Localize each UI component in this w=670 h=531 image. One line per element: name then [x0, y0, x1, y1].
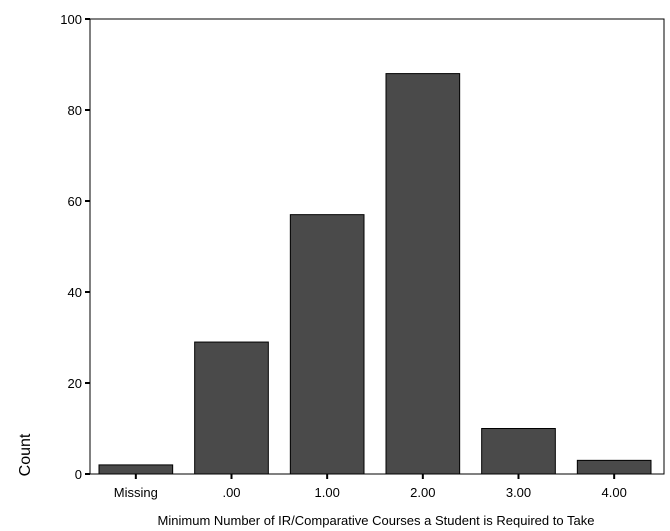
x-tick-label: 3.00	[506, 485, 531, 500]
bar-300	[481, 428, 556, 475]
bar-Missing	[98, 464, 174, 475]
bar-200	[385, 73, 461, 475]
y-tick-label: 40	[68, 285, 82, 300]
y-tick-label: 0	[75, 467, 82, 482]
x-axis-label: Minimum Number of IR/Comparative Courses…	[158, 513, 595, 528]
y-axis-ticks: 0 20 40 60 80 100	[60, 12, 90, 482]
bar-00	[194, 341, 269, 475]
x-axis-ticks: Missing .00 1.00 2.00 3.00 4.00	[114, 474, 627, 500]
x-tick-label: Missing	[114, 485, 158, 500]
plot-frame	[89, 18, 665, 475]
y-tick-label: 60	[68, 194, 82, 209]
plot-area	[89, 18, 665, 475]
y-tick-label: 100	[60, 12, 82, 27]
x-tick-label: 4.00	[602, 485, 627, 500]
y-axis-label: Count	[17, 433, 34, 476]
x-tick-label: 2.00	[410, 485, 435, 500]
bars-group	[98, 73, 652, 475]
x-tick-label: .00	[222, 485, 240, 500]
x-tick-label: 1.00	[315, 485, 340, 500]
y-tick-label: 20	[68, 376, 82, 391]
bar-400	[576, 459, 652, 475]
bar-100	[289, 214, 365, 475]
y-tick-label: 80	[68, 103, 82, 118]
